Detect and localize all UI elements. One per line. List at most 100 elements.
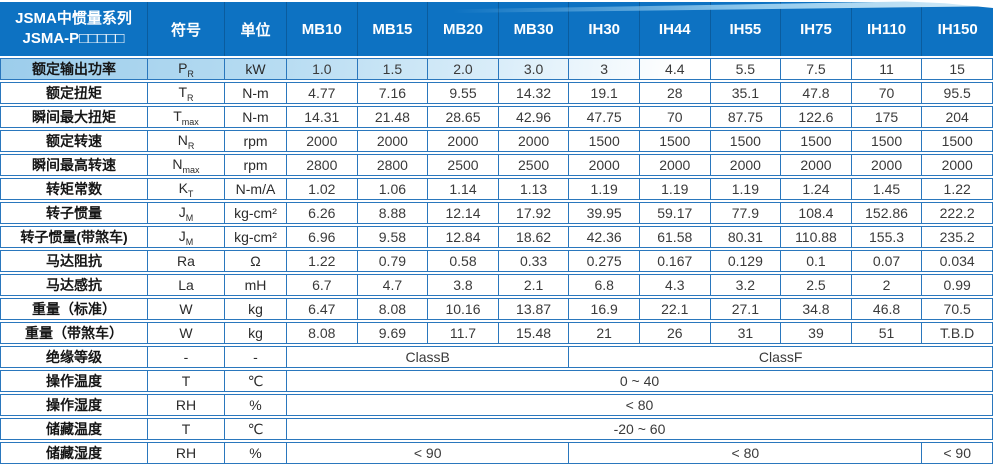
- symbol-cell: RH: [148, 394, 225, 416]
- value-cell: 12.14: [428, 202, 499, 224]
- table-header-row: JSMA中惯量系列 JSMA-P□□□□□ 符号 单位 MB10 MB15 MB20…: [0, 2, 993, 56]
- symbol-base: N: [177, 131, 188, 148]
- symbol-cell: La: [148, 274, 225, 296]
- value-cell: 15: [922, 58, 993, 80]
- value-cell: 2.5: [781, 274, 852, 296]
- spec-row: 瞬间最高转速 Nmax rpm 2800 2800 2500 2500 2000 2000 200…: [0, 154, 993, 176]
- unit-cell: N-m/A: [225, 178, 287, 200]
- row-label: 转子惯量(带煞车): [0, 226, 148, 248]
- value-cell: 1.22: [287, 250, 358, 272]
- value-cell: 1.45: [851, 178, 923, 200]
- unit-cell: N-m: [225, 82, 287, 104]
- spec-row: 储藏温度 T ℃ -20 ~ 60: [0, 418, 993, 440]
- value-cell: 1500: [569, 130, 640, 152]
- symbol-column-header: 符号: [148, 2, 225, 56]
- series-title: JSMA中惯量系列 JSMA-P□□□□□: [0, 2, 148, 56]
- unit-cell: kg-cm²: [225, 226, 287, 248]
- value-cell: 16.9: [569, 298, 640, 320]
- value-cell: 14.32: [498, 82, 570, 104]
- value-cell: 2000: [781, 154, 852, 176]
- span-value-cell: 0 ~ 40: [287, 370, 993, 392]
- model-column-header: MB30: [498, 2, 570, 56]
- symbol-cell: KT: [148, 178, 225, 200]
- symbol-cell: W: [148, 322, 225, 344]
- symbol-base: K: [178, 179, 188, 196]
- value-cell: 21: [569, 322, 640, 344]
- symbol-base: P: [178, 59, 188, 76]
- value-cell: 2000: [710, 154, 782, 176]
- value-cell: 2000: [357, 130, 429, 152]
- value-cell: 6.47: [287, 298, 358, 320]
- model-column-header: MB20: [428, 2, 499, 56]
- symbol-cell: Tmax: [148, 106, 225, 128]
- value-cell: 47.75: [569, 106, 640, 128]
- value-cell: 11.7: [428, 322, 499, 344]
- symbol-base: N: [172, 155, 183, 172]
- value-cell: 59.17: [639, 202, 711, 224]
- spec-row: 操作湿度 RH% < 80: [0, 394, 993, 416]
- symbol-subscript: M: [185, 236, 194, 247]
- series-title-line1: JSMA中惯量系列: [15, 10, 132, 27]
- symbol-base: RH: [175, 445, 197, 461]
- value-cell: 5.5: [710, 58, 782, 80]
- value-cell: 1.19: [710, 178, 782, 200]
- value-cell: 0.79: [357, 250, 429, 272]
- span-value-cell: ClassB: [287, 346, 570, 368]
- symbol-cell: -: [148, 346, 225, 368]
- value-cell: 22.1: [639, 298, 711, 320]
- spec-row: 绝缘等级 - - ClassB ClassF: [0, 346, 993, 368]
- value-cell: 9.69: [357, 322, 429, 344]
- value-cell: 2.1: [498, 274, 570, 296]
- model-column-header: MB10: [287, 2, 358, 56]
- model-column-header: IH55: [710, 2, 782, 56]
- symbol-base: J: [178, 227, 186, 244]
- value-cell: 8.88: [357, 202, 429, 224]
- value-cell: 61.58: [639, 226, 711, 248]
- value-cell: 87.75: [710, 106, 782, 128]
- value-cell: 2500: [428, 154, 499, 176]
- value-cell: 122.6: [781, 106, 852, 128]
- span-value-cell: < 90: [922, 442, 993, 464]
- value-cell: 1500: [922, 130, 993, 152]
- value-cell: 95.5: [922, 82, 993, 104]
- unit-cell: %: [225, 442, 287, 464]
- value-cell: 26: [639, 322, 711, 344]
- symbol-cell: Ra: [148, 250, 225, 272]
- symbol-cell: RH: [148, 442, 225, 464]
- model-column-header: IH30: [569, 2, 640, 56]
- value-cell: 0.33: [498, 250, 570, 272]
- unit-cell: kW: [225, 58, 287, 80]
- value-cell: 1.02: [287, 178, 358, 200]
- spec-row: 额定扭矩 TR N-m 4.77 7.16 9.55 14.32 19.1 28 35.1 47.8…: [0, 82, 993, 104]
- value-cell: 70.5: [922, 298, 993, 320]
- value-cell: 10.16: [428, 298, 499, 320]
- value-cell: 2800: [287, 154, 358, 176]
- symbol-cell: T: [148, 370, 225, 392]
- value-cell: 42.36: [569, 226, 640, 248]
- value-cell: 2000: [639, 154, 711, 176]
- spec-row: 转子惯量 JM kg-cm² 6.26 8.88 12.14 17.92 39.95 59.17…: [0, 202, 993, 224]
- symbol-subscript: R: [187, 140, 195, 151]
- symbol-subscript: M: [185, 212, 194, 223]
- value-cell: 1.5: [357, 58, 429, 80]
- value-cell: 70: [639, 106, 711, 128]
- unit-cell: N-m: [225, 106, 287, 128]
- value-cell: 31: [710, 322, 782, 344]
- value-cell: 51: [851, 322, 923, 344]
- value-cell: 13.87: [498, 298, 570, 320]
- series-title-line2: JSMA-P□□□□□: [22, 30, 125, 47]
- value-cell: 1.19: [569, 178, 640, 200]
- row-label: 转子惯量: [0, 202, 148, 224]
- unit-cell: -: [225, 346, 287, 368]
- unit-cell: ℃: [225, 370, 287, 392]
- value-cell: 2000: [851, 154, 923, 176]
- symbol-subscript: max: [181, 116, 199, 127]
- row-label: 转矩常数: [0, 178, 148, 200]
- value-cell: 14.31: [287, 106, 358, 128]
- row-label: 额定转速: [0, 130, 148, 152]
- span-value-cell: < 80: [569, 442, 923, 464]
- value-cell: 3.2: [710, 274, 782, 296]
- value-cell: 1500: [639, 130, 711, 152]
- value-cell: 222.2: [922, 202, 993, 224]
